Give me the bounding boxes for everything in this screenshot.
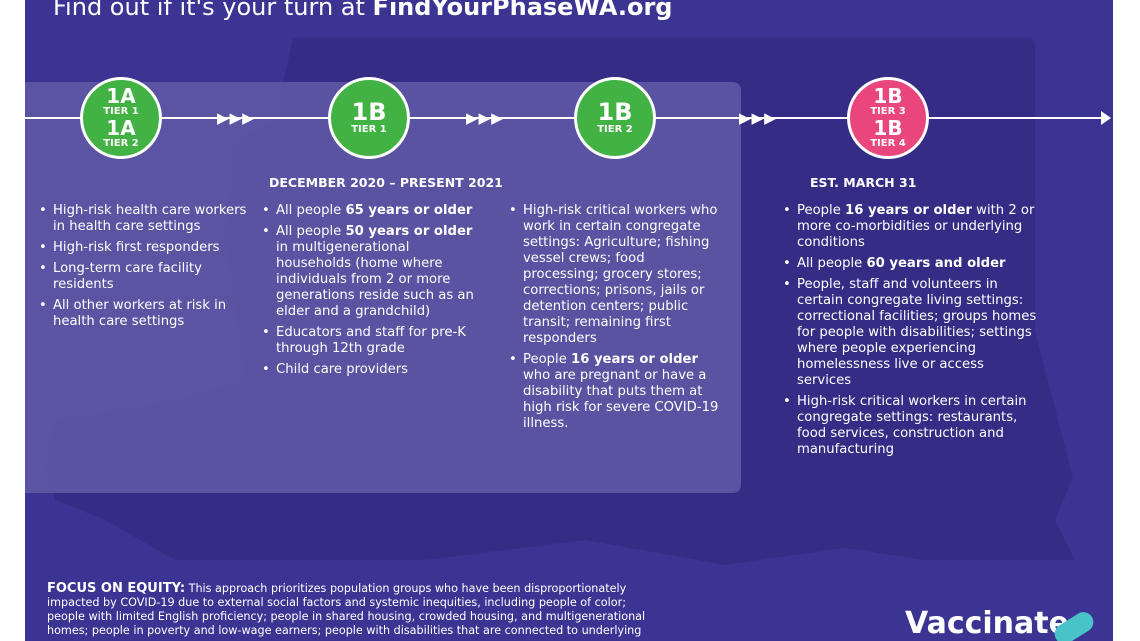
phase-1b-tier2-eligibility-list: High-risk critical workers who work in c…	[509, 203, 723, 437]
current-phase-date: DECEMBER 2020 – PRESENT 2021	[269, 175, 503, 190]
phase-1b-tier2-badge: 1B TIER 2	[574, 77, 656, 159]
eligibility-text: High-risk health care workers in health …	[53, 203, 247, 234]
eligibility-item: All people 60 years and older	[783, 256, 1037, 272]
phase-badge-big-label: 1A	[106, 84, 136, 108]
headline-url[interactable]: FindYourPhaseWA.org	[372, 0, 673, 21]
eligibility-text: High-risk first responders	[53, 240, 220, 255]
phase-badge-small-label: TIER 4	[870, 138, 906, 149]
eligibility-text: in multigenerational households (home wh…	[276, 240, 474, 319]
eligibility-text: Long-term care facility residents	[53, 261, 202, 292]
phase-1b-tier3-4-badge: 1B TIER 3 1B TIER 4	[847, 77, 929, 159]
eligibility-text: Child care providers	[276, 362, 409, 377]
eligibility-item: High-risk health care workers in health …	[39, 203, 253, 235]
eligibility-text: All people	[276, 203, 346, 218]
phase-1b-tier1-eligibility-list: All people 65 years or olderAll people 5…	[262, 203, 488, 383]
phase-1b-tier3-4-eligibility-list: People 16 years or older with 2 or more …	[783, 203, 1037, 463]
phase-badge-small-label: TIER 1	[103, 106, 139, 117]
phase-badge-small-label: TIER 1	[351, 124, 387, 135]
eligibility-text: who are pregnant or have a disability th…	[523, 368, 719, 431]
timeline-line	[25, 117, 1101, 119]
equity-statement: FOCUS ON EQUITY: This approach prioritiz…	[47, 582, 647, 638]
phase-badge-big-label: 1B	[597, 98, 633, 126]
phase-1a-badge: 1A TIER 1 1A TIER 2	[80, 77, 162, 159]
poster: Find out if it's your turn at FindYourPh…	[25, 0, 1113, 641]
eligibility-emphasis: 16 years or older	[845, 203, 972, 218]
headline-prefix: Find out if it's your turn at	[53, 0, 373, 21]
eligibility-emphasis: 16 years or older	[571, 352, 698, 367]
eligibility-item: High-risk first responders	[39, 240, 253, 256]
eligibility-item: High-risk critical workers in certain co…	[783, 394, 1037, 458]
timeline-chevrons-3: ▶▶▶	[739, 109, 777, 127]
eligibility-item: Child care providers	[262, 362, 488, 378]
phase-1a-eligibility-list: High-risk health care workers in health …	[39, 203, 253, 335]
eligibility-item: All people 65 years or older	[262, 203, 488, 219]
phase-badge-big-label: 1B	[351, 98, 387, 126]
phase-badge-big-label: 1B	[873, 84, 903, 108]
eligibility-text: with 2 or more co-morbidities or underly…	[797, 203, 1035, 250]
upcoming-phase-date: EST. MARCH 31	[810, 175, 917, 190]
timeline-chevrons-1: ▶▶▶	[217, 109, 255, 127]
eligibility-text: People	[523, 352, 572, 367]
phase-badge-big-label: 1B	[873, 116, 903, 140]
eligibility-item: People, staff and volunteers in certain …	[783, 277, 1037, 389]
eligibility-item: All people 50 years or older in multigen…	[262, 224, 488, 320]
eligibility-item: Long-term care facility residents	[39, 261, 253, 293]
eligibility-text: All people	[797, 256, 867, 271]
eligibility-emphasis: 65 years or older	[345, 203, 473, 218]
eligibility-text: People, staff and volunteers in certain …	[797, 277, 1037, 388]
headline: Find out if it's your turn at FindYourPh…	[53, 0, 673, 22]
timeline-arrow-head	[1101, 111, 1111, 125]
timeline-chevrons-2: ▶▶▶	[466, 109, 504, 127]
equity-text: This approach prioritizes population gro…	[47, 582, 646, 637]
eligibility-item: High-risk critical workers who work in c…	[509, 203, 723, 347]
vaccinate-brand-logo: Vaccinate	[905, 606, 1069, 641]
phase-badge-big-label: 1A	[106, 116, 136, 140]
phase-badge-small-label: TIER 2	[103, 138, 139, 149]
eligibility-item: People 16 years or older who are pregnan…	[509, 352, 723, 432]
eligibility-text: High-risk critical workers who work in c…	[523, 203, 718, 346]
phase-badge-small-label: TIER 2	[597, 124, 633, 135]
eligibility-text: All people	[276, 224, 346, 239]
eligibility-text: All other workers at risk in health care…	[53, 298, 227, 329]
equity-label: FOCUS ON EQUITY:	[47, 581, 186, 596]
eligibility-item: Educators and staff for pre-K through 12…	[262, 325, 488, 357]
eligibility-emphasis: 50 years or older	[345, 224, 473, 239]
eligibility-text: High-risk critical workers in certain co…	[797, 394, 1027, 457]
eligibility-text: Educators and staff for pre-K through 12…	[276, 325, 466, 356]
eligibility-item: All other workers at risk in health care…	[39, 298, 253, 330]
eligibility-item: People 16 years or older with 2 or more …	[783, 203, 1037, 251]
phase-1b-tier1-badge: 1B TIER 1	[328, 77, 410, 159]
phase-badge-small-label: TIER 3	[870, 106, 906, 117]
eligibility-text: People	[797, 203, 846, 218]
eligibility-emphasis: 60 years and older	[866, 256, 1006, 271]
